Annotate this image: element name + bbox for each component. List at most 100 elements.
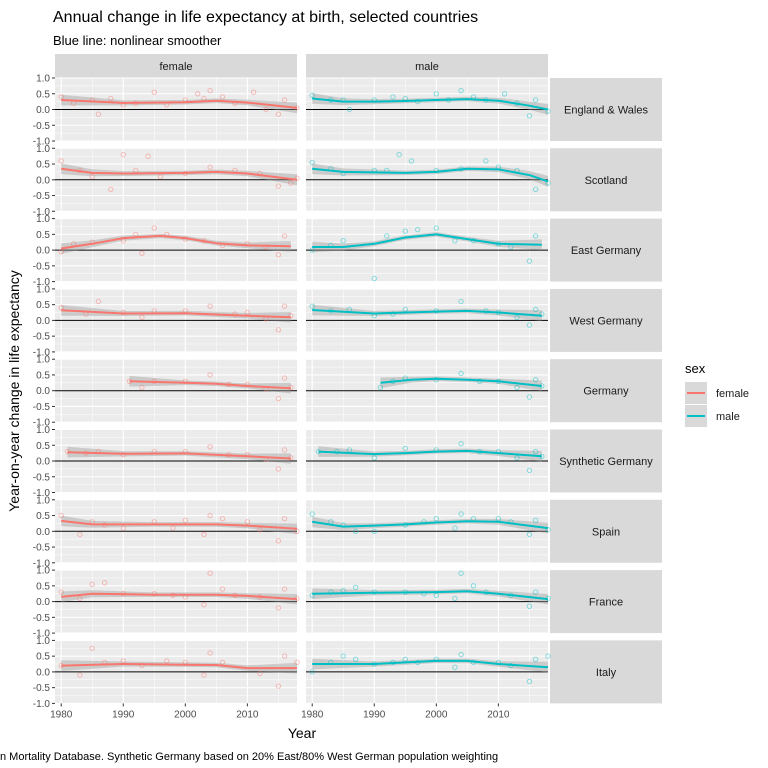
data-point-female xyxy=(89,645,95,651)
data-point-male xyxy=(390,311,396,317)
x-tick-label: 2000 xyxy=(425,709,448,720)
y-tick-label: 0.5 xyxy=(36,581,50,592)
facet-strip-italy xyxy=(550,640,662,704)
data-point-female xyxy=(170,525,176,531)
y-tick-label: 0.5 xyxy=(36,370,50,381)
data-point-female xyxy=(250,89,257,95)
smooth-line-male xyxy=(312,590,549,601)
smooth-line-female xyxy=(61,234,291,250)
confidence-band xyxy=(61,94,298,114)
y-tick-label: -1.0 xyxy=(33,137,51,148)
facet-strip-label-spain: Spain xyxy=(592,526,620,538)
data-point-female xyxy=(275,111,282,117)
data-point-female xyxy=(207,303,213,309)
data-point-female xyxy=(89,174,95,180)
data-point-male xyxy=(532,448,539,455)
facet-strip-female xyxy=(55,54,297,78)
smooth-line-female xyxy=(129,380,291,390)
data-point-female xyxy=(58,158,64,164)
data-point-male xyxy=(532,589,539,595)
data-point-male xyxy=(532,186,539,193)
x-axis-label: Year xyxy=(288,725,317,741)
x-tick-label: 1980 xyxy=(50,709,73,720)
data-point-male xyxy=(458,298,464,305)
data-point-male xyxy=(371,455,377,461)
data-point-male xyxy=(532,233,539,239)
y-tick-label: -0.5 xyxy=(33,543,51,554)
y-tick-label: 0.0 xyxy=(36,457,50,468)
facet-strip-east-germany xyxy=(550,218,662,282)
data-point-male xyxy=(309,511,315,517)
facet-strip-france xyxy=(550,570,662,634)
data-point-female xyxy=(281,516,288,522)
y-tick-label: 1.0 xyxy=(36,144,50,155)
y-tick-label: 0.0 xyxy=(36,667,50,678)
data-point-male xyxy=(526,258,533,264)
smooth-line-male xyxy=(318,449,542,458)
data-point-female xyxy=(275,538,282,544)
smooth-line-female xyxy=(67,451,291,460)
data-point-male xyxy=(433,91,439,97)
data-point-male xyxy=(352,584,359,591)
y-tick-label: -0.5 xyxy=(33,121,51,132)
y-tick-label: -0.5 xyxy=(33,402,51,413)
data-point-male xyxy=(514,384,520,391)
smooth-line-female xyxy=(61,663,297,670)
data-point-female xyxy=(294,528,300,534)
data-point-male xyxy=(470,583,477,589)
data-point-male xyxy=(309,303,315,309)
data-point-male xyxy=(526,603,533,609)
legend-label-male: male xyxy=(716,411,740,423)
y-tick-label: 0.5 xyxy=(36,230,50,241)
facet-strip-germany xyxy=(550,359,662,423)
y-tick-label: 0.0 xyxy=(36,386,50,397)
data-point-female xyxy=(58,589,64,595)
y-tick-label: 0.5 xyxy=(36,89,50,100)
data-point-female xyxy=(263,106,269,113)
data-point-female xyxy=(139,314,145,320)
y-tick-label: 0.5 xyxy=(36,652,50,663)
y-tick-label: 1.0 xyxy=(36,355,50,366)
data-point-female xyxy=(244,519,251,525)
chart-title: Annual change in life expectancy at birt… xyxy=(53,9,478,26)
x-tick-label: 2010 xyxy=(236,709,259,720)
y-tick-label: 0.5 xyxy=(36,511,50,522)
data-point-male xyxy=(390,94,396,100)
data-point-male xyxy=(526,113,533,119)
data-point-male xyxy=(532,517,539,523)
y-tick-label: 1.0 xyxy=(36,284,50,295)
data-point-male xyxy=(501,91,508,97)
data-point-female xyxy=(207,570,213,576)
data-point-female xyxy=(281,586,288,592)
data-point-female xyxy=(257,527,263,533)
confidence-band xyxy=(318,446,542,462)
data-point-male xyxy=(458,370,464,377)
facet-strip-spain xyxy=(550,499,662,563)
data-point-male xyxy=(514,314,520,320)
data-point-female xyxy=(151,225,158,231)
smooth-line-female xyxy=(61,167,298,181)
facet-strip-label-synthetic-germany: Synthetic Germany xyxy=(559,456,653,468)
data-point-female xyxy=(95,298,102,305)
x-tick-label: 1980 xyxy=(301,709,324,720)
data-point-male xyxy=(352,528,359,534)
data-point-female xyxy=(120,151,127,158)
data-point-male xyxy=(483,158,489,164)
facet-strip-label-west-germany: West Germany xyxy=(569,315,643,327)
facet-strip-label-italy: Italy xyxy=(596,667,617,679)
y-tick-label: 0.0 xyxy=(36,527,50,538)
data-point-male xyxy=(402,228,408,234)
data-point-female xyxy=(281,233,288,239)
smooth-line-female xyxy=(61,99,298,109)
data-point-female xyxy=(288,180,294,186)
data-point-female xyxy=(207,650,213,656)
data-point-male xyxy=(526,467,533,474)
data-point-male xyxy=(539,311,545,317)
data-point-female xyxy=(182,517,189,523)
smooth-line-male xyxy=(380,377,542,387)
data-point-female xyxy=(207,164,213,170)
confidence-band xyxy=(129,375,291,394)
data-point-male xyxy=(340,238,346,244)
data-point-male xyxy=(433,516,439,522)
data-point-female xyxy=(207,87,213,94)
